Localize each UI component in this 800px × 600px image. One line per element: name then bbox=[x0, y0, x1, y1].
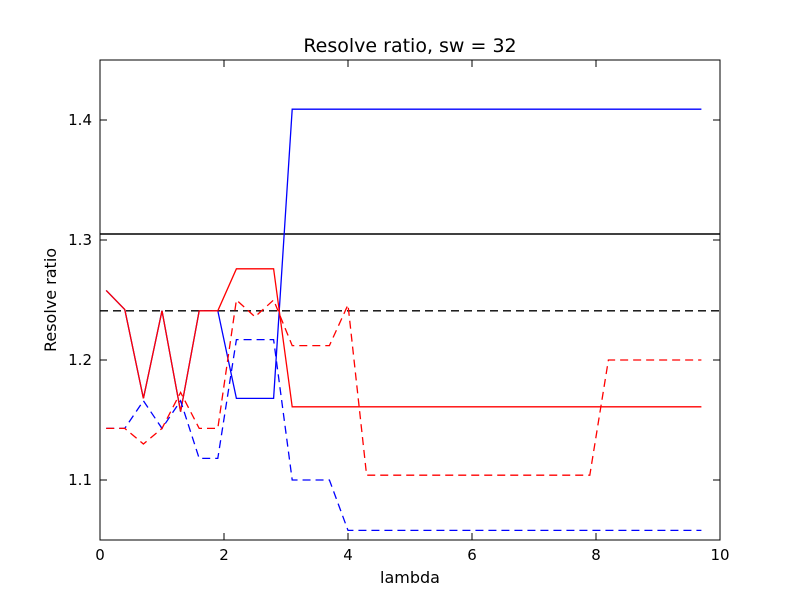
plot-lines bbox=[100, 108, 720, 532]
x-axis-label: lambda bbox=[380, 568, 440, 587]
x-tick-label: 8 bbox=[591, 546, 601, 564]
y-tick-label: 1.2 bbox=[68, 351, 92, 369]
y-axis-label: Resolve ratio bbox=[41, 248, 60, 352]
tick-group: 0 2 4 6 8 10 1.1 1.2 1.3 1.4 bbox=[68, 60, 730, 564]
x-tick-label: 4 bbox=[343, 546, 353, 564]
series-line-2 bbox=[105, 268, 702, 412]
x-tick-label: 0 bbox=[95, 546, 105, 564]
x-tick-label: 6 bbox=[467, 546, 477, 564]
x-tick-label: 10 bbox=[710, 546, 729, 564]
y-tick-label: 1.4 bbox=[68, 111, 92, 129]
plot-area bbox=[100, 108, 720, 532]
plot-frame bbox=[99, 59, 721, 541]
x-tick-label: 2 bbox=[219, 546, 229, 564]
y-tick-label: 1.1 bbox=[68, 471, 92, 489]
y-tick-label: 1.3 bbox=[68, 231, 92, 249]
chart-title: Resolve ratio, sw = 32 bbox=[303, 35, 516, 57]
series-line-4 bbox=[106, 298, 702, 476]
